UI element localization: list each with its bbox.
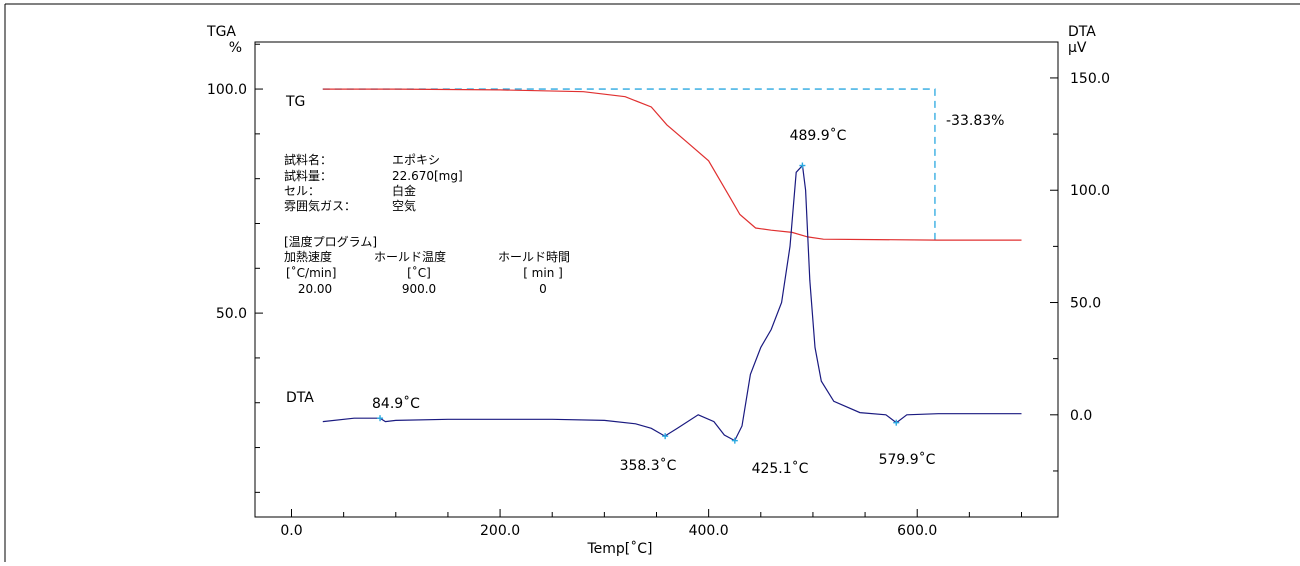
temp-program-value: 0 (539, 282, 547, 296)
temp-program-value: 20.00 (298, 282, 332, 296)
temp-program-title: [温度プログラム] (284, 234, 377, 249)
sample-info-key: 試料量： (284, 168, 332, 183)
right-axis-tick-label: 100.0 (1070, 183, 1110, 199)
x-axis-title: Temp[˚C] (586, 540, 652, 557)
temp-program-value: 900.0 (402, 282, 436, 296)
temp-program-unit: [˚C/min] (286, 265, 336, 280)
temp-program-header: ホールド温度 (374, 249, 446, 264)
left-axis-ticks: 100.0 50.0 (207, 43, 263, 493)
left-axis-tick-label: 100.0 (207, 82, 247, 98)
x-axis-ticks: 0.0 200.0 400.0 600.0 (280, 509, 1022, 539)
right-axis-unit: µV (1068, 40, 1087, 56)
right-axis-tick-label: 50.0 (1070, 296, 1101, 312)
temp-program-header: ホールド時間 (498, 250, 570, 264)
left-axis-unit: % (229, 40, 242, 56)
peak-label-580: 579.9˚C (879, 451, 936, 468)
x-axis-tick-label: 200.0 (480, 523, 520, 539)
sample-info-value: 22.670[mg] (392, 169, 463, 183)
mass-loss-bracket (322, 88, 936, 241)
left-axis-title: TGA (206, 24, 236, 40)
tg-series-line (322, 88, 1022, 241)
sample-info-value: エポキシ (392, 153, 440, 167)
right-axis-tick-label: 150.0 (1070, 71, 1110, 87)
temp-program: [温度プログラム] 加熱速度 ホールド温度 ホールド時間 [˚C/min] [˚… (284, 234, 570, 296)
x-axis-tick-label: 400.0 (689, 523, 729, 539)
x-axis-tick-label: 600.0 (897, 523, 937, 539)
temp-program-unit: [˚C] (407, 265, 431, 280)
sample-info-key: 試料名： (284, 152, 332, 167)
sample-info: 試料名： エポキシ 試料量： 22.670[mg] セル： 白金 雰囲気ガス： … (284, 152, 463, 213)
peak-label-85: 84.9˚C (372, 395, 420, 412)
sample-info-value: 空気 (392, 198, 416, 213)
temp-program-header: 加熱速度 (284, 249, 332, 264)
peak-label-358: 358.3˚C (620, 457, 677, 474)
sample-info-value: 白金 (392, 183, 416, 198)
right-axis-ticks: 150.0 100.0 50.0 0.0 (1050, 71, 1110, 472)
dta-series-label: DTA (286, 390, 314, 406)
tg-series-label: TG (285, 94, 305, 110)
x-axis-tick-label: 0.0 (280, 523, 302, 539)
left-axis-tick-label: 50.0 (216, 306, 247, 322)
temp-program-unit: [ min ] (523, 266, 563, 280)
peak-label-425: 425.1˚C (752, 460, 809, 477)
peak-label-489: 489.9˚C (790, 127, 847, 144)
dta-series-line (322, 164, 1022, 442)
sample-info-key: 雰囲気ガス： (284, 198, 356, 213)
right-axis-title: DTA (1068, 24, 1096, 40)
right-axis-tick-label: 0.0 (1070, 408, 1092, 424)
mass-loss-label: -33.83% (946, 113, 1004, 129)
sample-info-key: セル： (284, 184, 320, 198)
dta-peak-markers (377, 162, 900, 444)
